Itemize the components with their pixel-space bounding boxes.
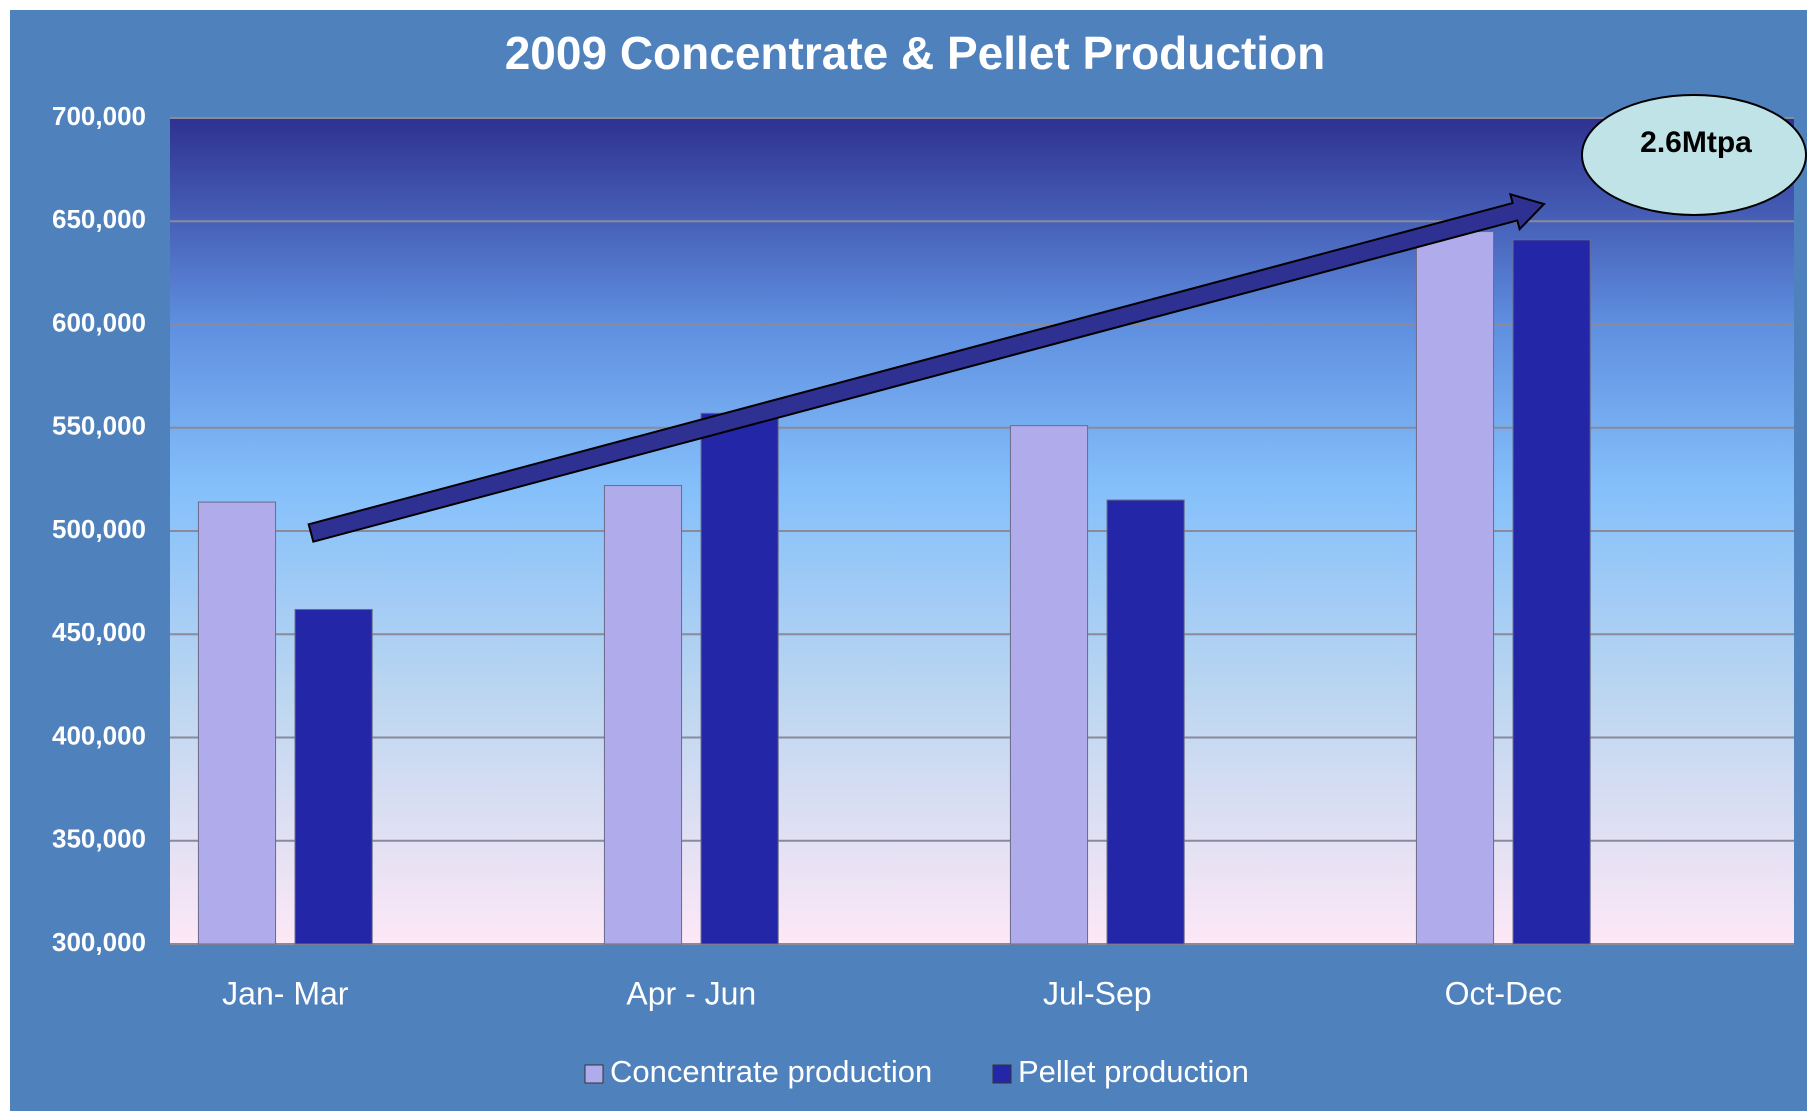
bar <box>197 501 277 945</box>
bar <box>1106 499 1185 945</box>
bar <box>294 608 373 945</box>
y-tick-label: 700,000 <box>52 101 146 131</box>
y-tick-label: 600,000 <box>52 307 146 337</box>
x-tick-label: Apr - Jun <box>626 975 756 1011</box>
y-tick-label: 650,000 <box>52 204 146 234</box>
x-tick-label: Jul-Sep <box>1043 975 1152 1011</box>
bar <box>700 412 779 945</box>
x-tick-label: Oct-Dec <box>1445 975 1562 1011</box>
trend-arrow <box>307 192 1546 543</box>
y-tick-label: 550,000 <box>52 411 146 441</box>
y-tick-label: 400,000 <box>52 720 146 750</box>
y-tick-label: 500,000 <box>52 514 146 544</box>
y-tick-label: 300,000 <box>52 927 146 957</box>
x-tick-label: Jan- Mar <box>222 975 349 1011</box>
legend-label: Concentrate production <box>610 1054 932 1089</box>
annotation: 2.6Mtpa <box>1640 126 1752 159</box>
y-tick-label: 450,000 <box>52 617 146 647</box>
annotation-bubble <box>1581 94 1807 216</box>
bar <box>1415 231 1495 945</box>
bar <box>603 485 683 945</box>
chart-title: 2009 Concentrate & Pellet Production <box>505 27 1326 79</box>
bar <box>1009 425 1089 945</box>
legend-swatch <box>992 1064 1012 1084</box>
legend-label: Pellet production <box>1018 1054 1249 1089</box>
legend-swatch <box>584 1064 604 1084</box>
y-tick-label: 350,000 <box>52 824 146 854</box>
bar <box>1512 239 1591 945</box>
